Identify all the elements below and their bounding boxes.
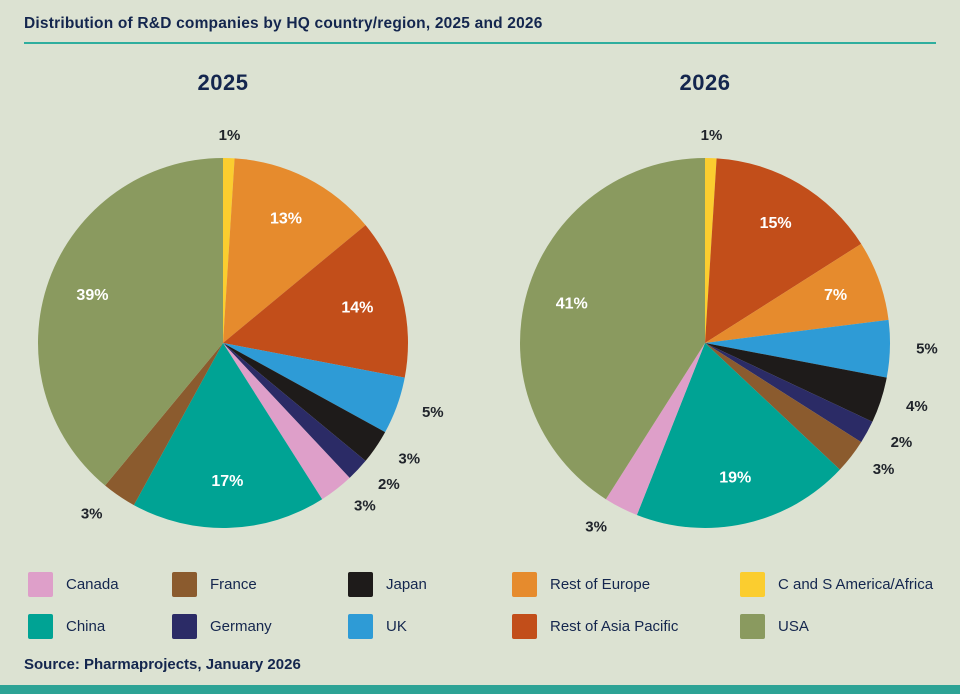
legend-swatch xyxy=(28,572,53,597)
pie-slice-c-and-s-america-africa xyxy=(705,158,717,343)
legend-item: France xyxy=(172,572,348,597)
footer-accent-bar xyxy=(0,685,960,694)
legend-swatch xyxy=(512,614,537,639)
pie-label-uk: 5% xyxy=(422,404,444,421)
legend-item: C and S America/Africa xyxy=(740,572,960,597)
legend-item: UK xyxy=(348,614,512,639)
pie-slice-germany xyxy=(705,343,873,443)
pie-label-uk: 5% xyxy=(916,340,938,357)
pie-label-c-and-s-america-africa: 1% xyxy=(219,127,241,144)
legend: Canada France Japan Rest of Europe C and S A… xyxy=(28,572,960,639)
legend-swatch xyxy=(512,572,537,597)
pie-slice-france xyxy=(705,343,862,470)
pie-label-japan: 3% xyxy=(398,450,420,467)
legend-swatch xyxy=(172,614,197,639)
pie-label-canada: 3% xyxy=(354,498,376,515)
pie-label-china: 17% xyxy=(211,473,243,490)
legend-label: Germany xyxy=(210,618,272,635)
legend-swatch xyxy=(348,614,373,639)
legend-swatch xyxy=(348,572,373,597)
pie-label-rest-of-asia-pacific: 15% xyxy=(760,215,792,232)
pie-label-canada: 3% xyxy=(585,519,607,536)
legend-item: Germany xyxy=(172,614,348,639)
pie-label-usa: 39% xyxy=(76,287,108,304)
header: Distribution of R&D companies by HQ coun… xyxy=(0,0,960,33)
pie-label-germany: 2% xyxy=(378,476,400,493)
chart-title-2026: 2026 xyxy=(679,70,731,95)
pie-2026: 1% 15% 7% 5% 4% 2% 3% 19% 3% 41% xyxy=(520,127,938,536)
pie-slice-rest-of-europe xyxy=(705,243,889,343)
legend-label: France xyxy=(210,576,257,593)
legend-item: Japan xyxy=(348,572,512,597)
pie-slice-china xyxy=(133,343,323,528)
pie-slice-france xyxy=(105,343,223,506)
pie-slice-japan xyxy=(223,343,386,461)
pie-charts-canvas: 1%13%14%5%3%2%3%17%3%39%1%15%7%5%4%2%3%1… xyxy=(38,127,938,536)
pie-slice-usa xyxy=(520,158,705,500)
pie-slice-c-and-s-america-africa xyxy=(223,158,235,343)
pie-label-rest-of-europe: 13% xyxy=(270,211,302,228)
pie-label-china: 19% xyxy=(719,470,751,487)
pie-slice-china xyxy=(636,343,840,528)
legend-item: China xyxy=(28,614,172,639)
pie-slice-germany xyxy=(223,343,366,478)
pie-slice-uk xyxy=(223,343,405,433)
pie-slice-uk xyxy=(705,319,890,378)
pie-label-rest-of-europe: 7% xyxy=(824,287,847,304)
chart-title-2025: 2025 xyxy=(197,70,249,95)
pie-label-germany: 2% xyxy=(891,434,913,451)
source-note: Source: Pharmaprojects, January 2026 xyxy=(24,656,301,673)
legend-swatch xyxy=(172,572,197,597)
pie-label-usa: 41% xyxy=(556,296,588,313)
legend-label: Canada xyxy=(66,576,119,593)
legend-label: China xyxy=(66,618,106,635)
pie-2025: 1%13%14%5%3%2%3%17%3%39% xyxy=(38,127,444,528)
pie-slice-japan xyxy=(705,343,887,422)
legend-label: USA xyxy=(778,618,809,635)
legend-label: Rest of Asia Pacific xyxy=(550,618,679,635)
legend-item: Canada xyxy=(28,572,172,597)
legend-swatch xyxy=(740,614,765,639)
pie-label-rest-of-asia-pacific: 14% xyxy=(341,300,373,317)
pie-slice-usa xyxy=(38,158,223,486)
pie-label-france: 3% xyxy=(873,461,895,478)
title-underline-rule xyxy=(24,42,936,44)
pie-slice-canada xyxy=(223,343,350,500)
pie-slice-rest-of-asia-pacific xyxy=(705,158,862,343)
legend-item: Rest of Europe xyxy=(512,572,740,597)
legend-label: UK xyxy=(386,618,407,635)
legend-swatch xyxy=(740,572,765,597)
legend-label: Rest of Europe xyxy=(550,576,651,593)
pie-slice-rest-of-europe xyxy=(223,158,366,343)
legend-label: Japan xyxy=(386,576,427,593)
page-title: Distribution of R&D companies by HQ coun… xyxy=(24,15,543,32)
legend-label: C and S America/Africa xyxy=(778,576,934,593)
pie-label-japan: 4% xyxy=(906,398,928,415)
pie-slice-rest-of-asia-pacific xyxy=(223,225,408,378)
pie-label-france: 3% xyxy=(81,505,103,522)
legend-item: Rest of Asia Pacific xyxy=(512,614,740,639)
legend-swatch xyxy=(28,614,53,639)
legend-item: USA xyxy=(740,614,960,639)
pie-slice-canada xyxy=(605,343,705,516)
charts-area: 2025 2026 1% 13% 14% 5% 3% 2% 3% 17% 3% 39% 1% 15% 7… xyxy=(0,44,960,544)
pie-label-c-and-s-america-africa: 1% xyxy=(701,127,723,144)
